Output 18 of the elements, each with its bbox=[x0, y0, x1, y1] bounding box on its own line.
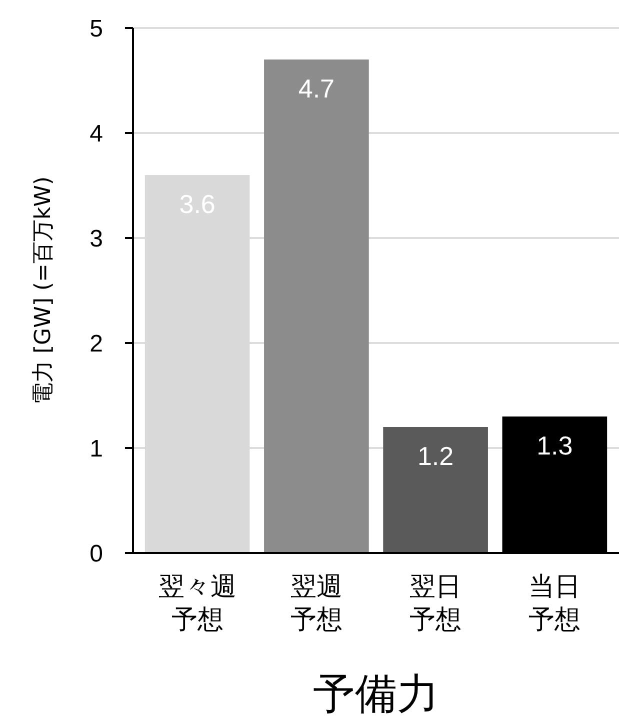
x-tick-label: 翌々週予想 bbox=[158, 572, 236, 635]
x-axis-title: 予備力 bbox=[313, 669, 439, 718]
y-tick-label: 4 bbox=[90, 120, 103, 148]
y-axis-title: 電力 [GW] (=百万kW) bbox=[31, 176, 56, 405]
y-tick-label: 2 bbox=[90, 330, 103, 358]
x-tick-label: 翌週予想 bbox=[290, 572, 342, 635]
y-tick-label: 1 bbox=[90, 435, 103, 462]
data-label: 1.3 bbox=[536, 430, 573, 460]
x-tick-label: 当日予想 bbox=[528, 572, 581, 635]
bar bbox=[144, 175, 250, 553]
data-label: 1.2 bbox=[417, 441, 454, 471]
y-tick-label: 5 bbox=[90, 15, 103, 42]
y-tick-label: 3 bbox=[90, 225, 103, 252]
y-tick-label: 0 bbox=[90, 540, 103, 568]
x-tick-label: 翌日予想 bbox=[410, 572, 462, 635]
data-label: 4.7 bbox=[298, 74, 335, 104]
bar bbox=[264, 60, 369, 553]
bar bbox=[383, 427, 488, 553]
